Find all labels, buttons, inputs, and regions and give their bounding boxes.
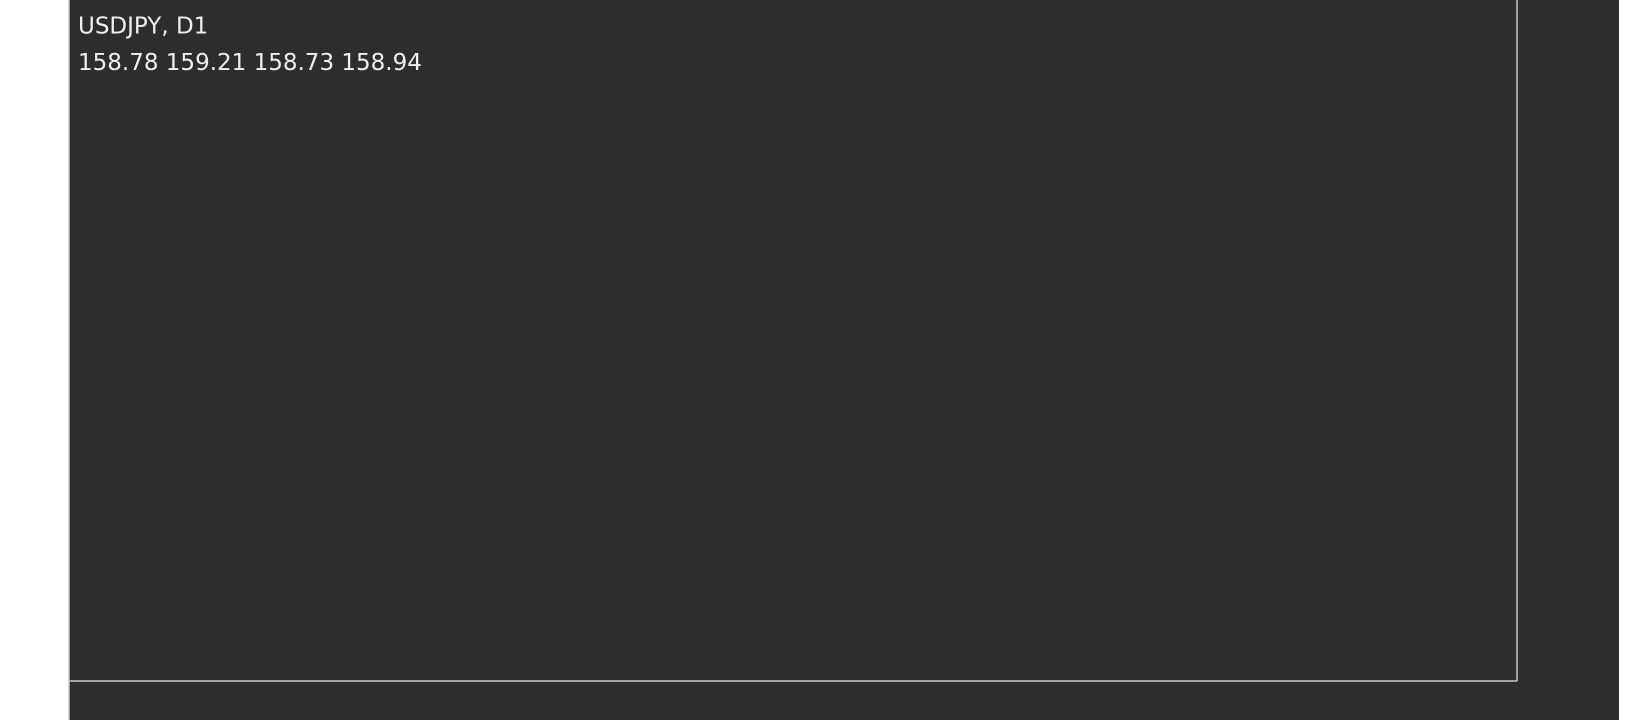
chart-background xyxy=(69,0,1619,720)
high-value: 159.21 xyxy=(166,50,246,76)
low-value: 158.73 xyxy=(254,50,334,76)
ohlc-readout: 158.78 159.21 158.73 158.94 xyxy=(78,50,422,76)
chart-title: USDJPY, D1 xyxy=(78,14,208,40)
open-value: 158.78 xyxy=(78,50,158,76)
close-value: 158.94 xyxy=(341,50,421,76)
